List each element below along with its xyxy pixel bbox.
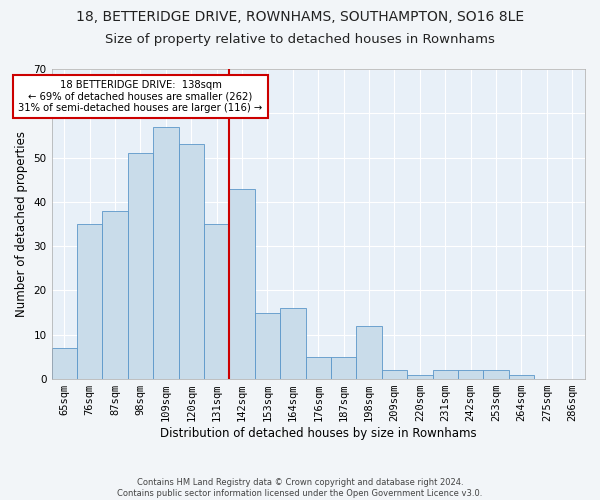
Bar [305,357,331,379]
Bar [77,224,103,379]
Bar [433,370,458,379]
Text: 18, BETTERIDGE DRIVE, ROWNHAMS, SOUTHAMPTON, SO16 8LE: 18, BETTERIDGE DRIVE, ROWNHAMS, SOUTHAMP… [76,10,524,24]
Bar [204,224,229,379]
Bar [255,312,280,379]
Bar [179,144,204,379]
Bar [229,188,255,379]
Text: Size of property relative to detached houses in Rownhams: Size of property relative to detached ho… [105,32,495,46]
Bar [484,370,509,379]
Bar [103,211,128,379]
Bar [407,374,433,379]
Text: Contains HM Land Registry data © Crown copyright and database right 2024.
Contai: Contains HM Land Registry data © Crown c… [118,478,482,498]
X-axis label: Distribution of detached houses by size in Rownhams: Distribution of detached houses by size … [160,427,476,440]
Bar [509,374,534,379]
Bar [356,326,382,379]
Bar [52,348,77,379]
Bar [128,153,153,379]
Bar [458,370,484,379]
Text: 18 BETTERIDGE DRIVE:  138sqm
← 69% of detached houses are smaller (262)
31% of s: 18 BETTERIDGE DRIVE: 138sqm ← 69% of det… [19,80,263,114]
Y-axis label: Number of detached properties: Number of detached properties [15,131,28,317]
Bar [280,308,305,379]
Bar [153,126,179,379]
Bar [331,357,356,379]
Bar [382,370,407,379]
